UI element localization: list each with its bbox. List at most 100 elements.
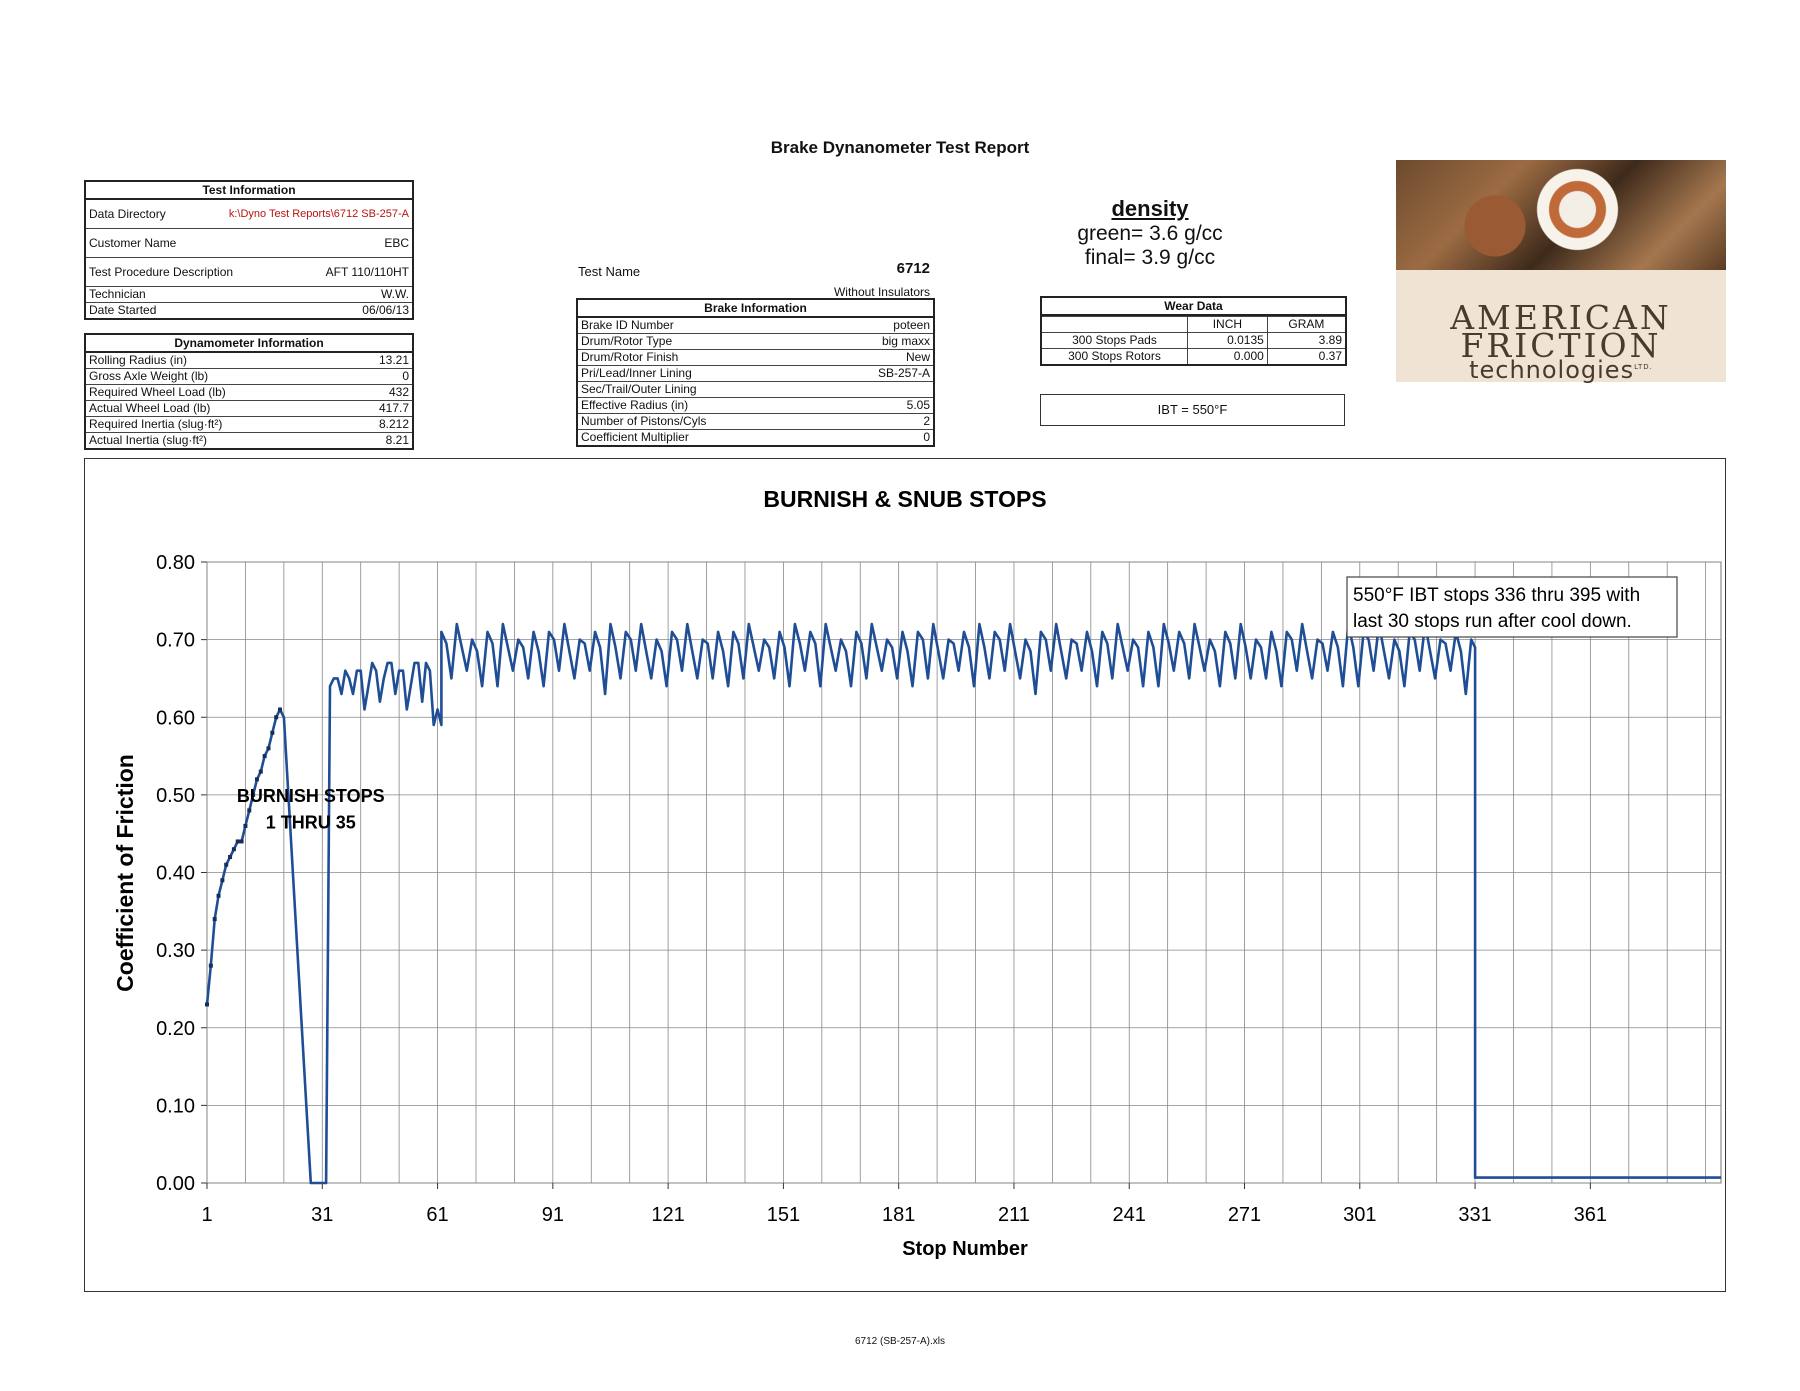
dynamometer-information-heading: Dynamometer Information [86, 335, 412, 353]
y-tick-label: 0.10 [156, 1095, 195, 1117]
logo-image [1396, 160, 1726, 270]
brake-value: 5.05 [906, 398, 930, 412]
info-row: Test Procedure Description AFT 110/110HT [86, 258, 412, 287]
y-tick-label: 0.50 [156, 785, 195, 807]
brake-value: 0 [923, 430, 930, 444]
dyno-label: Required Wheel Load (lb) [89, 385, 226, 399]
info-value: W.W. [381, 287, 409, 301]
test-name-value: 6712 [896, 260, 930, 277]
y-tick-label: 0.00 [156, 1173, 195, 1195]
x-tick-label: 61 [426, 1204, 448, 1226]
burnish-marker [258, 769, 263, 774]
burnish-marker [239, 839, 244, 844]
x-tick-label: 361 [1574, 1204, 1607, 1226]
x-tick-label: 301 [1343, 1204, 1376, 1226]
brake-value: big maxx [881, 334, 930, 348]
dyno-label: Actual Wheel Load (lb) [89, 401, 211, 415]
wear-gram: 3.89 [1266, 332, 1345, 349]
x-tick-label: 31 [311, 1204, 333, 1226]
brake-row: Sec/Trail/Outer Lining [578, 382, 933, 398]
brake-value: SB-257-A [877, 366, 930, 380]
wear-inch: 0.0135 [1186, 332, 1268, 349]
test-name-label: Test Name [578, 264, 641, 279]
logo-line1: AMERICAN [1450, 298, 1672, 337]
ibt-callout-line2: last 30 stops run after cool down. [1353, 611, 1632, 632]
burnish-marker [254, 777, 259, 782]
chart-title: BURNISH & SNUB STOPS [763, 486, 1046, 512]
brake-value: 2 [923, 414, 930, 428]
info-label: Data Directory [89, 207, 166, 221]
info-label: Technician [89, 287, 146, 301]
dynamometer-information-panel: Dynamometer Information Rolling Radius (… [84, 333, 414, 450]
x-tick-label: 1 [201, 1204, 212, 1226]
x-tick-label: 271 [1228, 1204, 1261, 1226]
density-final: final= 3.9 g/cc [1084, 246, 1216, 269]
info-value: 06/06/13 [362, 303, 409, 317]
wear-gram: 0.37 [1266, 348, 1345, 364]
burnish-marker [235, 839, 240, 844]
brake-label: Effective Radius (in) [581, 398, 689, 412]
brake-label: Drum/Rotor Finish [581, 350, 679, 364]
burnish-marker [216, 893, 221, 898]
wear-label: 300 Stops Rotors [1042, 348, 1188, 364]
wear-label: 300 Stops Pads [1042, 332, 1188, 349]
density-block: density green= 3.6 g/cc final= 3.9 g/cc [1020, 196, 1280, 270]
x-tick-label: 91 [542, 1204, 564, 1226]
ibt-box: IBT = 550°F [1040, 394, 1345, 426]
burnish-marker [208, 963, 213, 968]
brake-value: New [905, 350, 930, 364]
y-tick-label: 0.70 [156, 630, 195, 652]
info-label: Customer Name [89, 236, 177, 250]
dyno-value: 432 [388, 385, 409, 399]
brake-value: poteen [893, 318, 930, 332]
wear-header-row: INCH GRAM [1042, 316, 1345, 333]
info-value: AFT 110/110HT [325, 265, 409, 279]
burnish-annotation-line2: 1 THRU 35 [266, 812, 356, 832]
burnish-marker [212, 917, 217, 922]
y-tick-label: 0.40 [156, 863, 195, 885]
brake-label: Number of Pistons/Cyls [581, 414, 707, 428]
info-row: Date Started 06/06/13 [86, 303, 412, 318]
dyno-value: 8.21 [385, 433, 409, 447]
dyno-row: Rolling Radius (in) 13.21 [86, 353, 412, 369]
dyno-value: 8.212 [378, 417, 409, 431]
brake-information-heading: Brake Information [578, 300, 933, 318]
wear-row: 300 Stops Rotors 0.000 0.37 [1042, 348, 1345, 364]
wear-data-heading: Wear Data [1042, 298, 1345, 316]
brake-row: Drum/Rotor Type big maxx [578, 334, 933, 350]
x-tick-label: 121 [651, 1204, 684, 1226]
info-value: EBC [384, 236, 409, 250]
x-tick-label: 331 [1458, 1204, 1491, 1226]
friction-series-line [205, 622, 1721, 1185]
ibt-callout-box [1346, 576, 1678, 638]
test-name-block: Test Name 6712 Without Insulators [578, 260, 930, 299]
wear-row: 300 Stops Pads 0.0135 3.89 [1042, 332, 1345, 349]
brake-row: Brake ID Number poteen [578, 318, 933, 334]
brake-row: Effective Radius (in) 5.05 [578, 398, 933, 414]
dyno-value: 417.7 [378, 401, 409, 415]
dyno-label: Gross Axle Weight (lb) [89, 369, 209, 383]
test-information-panel: Test Information Data Directory k:\Dyno T… [84, 180, 414, 320]
brake-label: Coefficient Multiplier [581, 430, 689, 444]
y-tick-label: 0.30 [156, 940, 195, 962]
burnish-marker [270, 730, 275, 735]
burnish-marker [251, 792, 256, 797]
wear-col-gram: GRAM [1266, 316, 1345, 333]
burnish-marker [205, 1002, 209, 1007]
info-row: Customer Name EBC [86, 229, 412, 258]
y-tick-label: 0.60 [156, 707, 195, 729]
x-tick-label: 151 [767, 1204, 800, 1226]
chart-frame: 0.80 0.70 0.60 0.50 0.40 0.30 0.20 0.10 0.00 1 31 6… [84, 458, 1726, 1292]
brake-row: Drum/Rotor Finish New [578, 350, 933, 366]
info-label: Date Started [89, 303, 157, 317]
burnish-marker [262, 754, 267, 759]
info-value: k:\Dyno Test Reports\6712 SB-257-A [228, 208, 409, 220]
info-label: Test Procedure Description [89, 265, 234, 279]
x-tick-label: 181 [882, 1204, 915, 1226]
y-tick-label: 0.80 [156, 552, 195, 574]
burnish-marker [231, 847, 236, 852]
company-logo: AMERICAN FRICTION technologiesLTD. [1396, 160, 1726, 384]
brake-information-panel: Brake Information Brake ID Number poteen … [576, 298, 935, 447]
wear-inch: 0.000 [1186, 348, 1268, 364]
brake-row: Pri/Lead/Inner Lining SB-257-A [578, 366, 933, 382]
